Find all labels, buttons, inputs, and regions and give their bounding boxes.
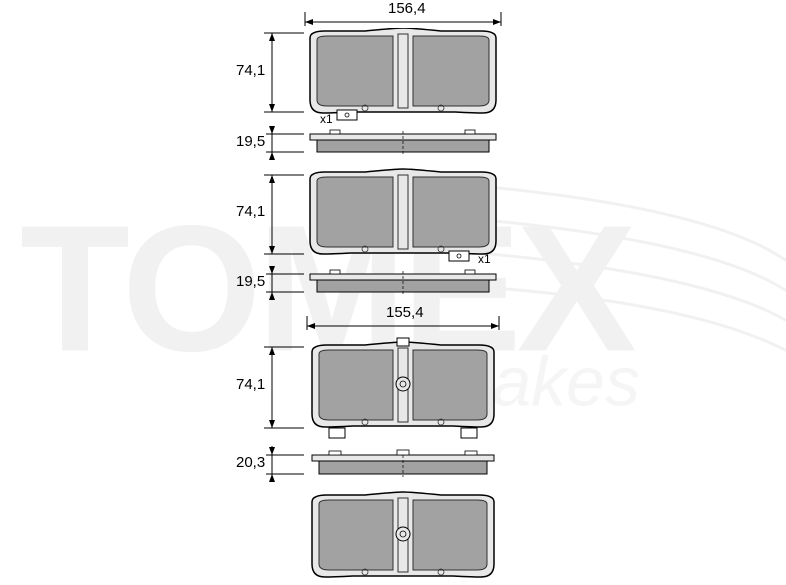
qty-label-1: x1 — [320, 112, 333, 126]
label-height-pad3: 74,1 — [236, 376, 265, 393]
label-height-pad2: 74,1 — [236, 203, 265, 220]
label-thickness-2: 19,5 — [236, 273, 265, 290]
label-width-top: 156,4 — [388, 0, 426, 17]
brake-pad-1-face — [305, 28, 501, 124]
qty-label-2: x1 — [478, 252, 491, 266]
brake-pad-2-side — [305, 268, 501, 298]
label-thickness-1: 19,5 — [236, 133, 265, 150]
brake-pad-2-face — [305, 165, 501, 265]
label-height-pad1: 74,1 — [236, 62, 265, 79]
brake-pad-1-side — [305, 128, 501, 158]
label-thickness-3: 20,3 — [236, 454, 265, 471]
brake-pad-3-side — [307, 448, 499, 480]
label-width-bottom: 155,4 — [386, 304, 424, 321]
brake-pad-4-face — [307, 488, 499, 584]
brake-pad-3-face — [307, 336, 499, 442]
